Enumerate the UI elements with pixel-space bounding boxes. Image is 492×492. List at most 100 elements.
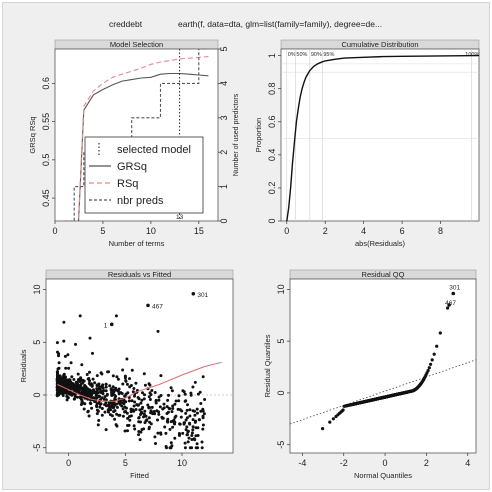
point [137, 416, 141, 419]
point-label: 467 [152, 303, 163, 310]
point [139, 410, 143, 414]
point [114, 314, 118, 318]
point [109, 388, 113, 392]
labeled-point [447, 303, 451, 307]
point [170, 389, 174, 393]
legend-entry: selected model [117, 144, 191, 156]
point [62, 339, 66, 343]
point [188, 414, 192, 418]
point [150, 389, 154, 392]
y-tick-label: 0.5 [41, 154, 51, 167]
point [196, 434, 200, 437]
point [141, 405, 145, 409]
point [57, 354, 60, 358]
point [91, 377, 95, 381]
point [141, 391, 144, 395]
point [170, 444, 174, 448]
point [111, 385, 115, 389]
point [128, 418, 132, 422]
point [123, 376, 127, 380]
point [142, 372, 146, 376]
point [79, 382, 83, 386]
smooth-line [57, 361, 222, 402]
point [131, 390, 135, 394]
point [80, 401, 84, 405]
plot-area [289, 278, 477, 454]
plot-clip-group [64, 49, 209, 221]
point [112, 401, 116, 405]
point [89, 402, 93, 406]
point [96, 423, 100, 427]
point [188, 421, 191, 425]
point [97, 419, 101, 422]
figure-title-left: creddebt [109, 19, 143, 29]
point [184, 411, 188, 415]
point [62, 320, 66, 324]
point [100, 407, 104, 410]
y-tick-label: 10 [276, 284, 286, 294]
point [140, 398, 144, 402]
point [189, 391, 193, 395]
point-label: 301 [197, 292, 208, 299]
point [156, 431, 160, 435]
point [89, 382, 93, 386]
residual-qq-panel: Residual QQ -4 -2 0 2 4 -5 0 5 10 Normal Quantiles… [263, 269, 477, 480]
point [186, 429, 190, 433]
point [115, 375, 119, 379]
point [181, 389, 185, 393]
point [74, 342, 77, 346]
point [195, 407, 199, 411]
point [132, 404, 136, 408]
point [134, 408, 138, 411]
point [191, 385, 195, 389]
point [159, 394, 163, 397]
point [190, 438, 194, 441]
point [171, 407, 175, 410]
x-tick-label: 10 [146, 226, 156, 236]
point [95, 374, 99, 378]
point [121, 368, 125, 372]
point [147, 427, 151, 431]
x-tick-label: 0 [66, 458, 71, 468]
point [158, 405, 162, 409]
point [72, 388, 76, 392]
point [201, 407, 205, 411]
point [57, 361, 61, 365]
point [185, 416, 189, 420]
point [191, 425, 195, 429]
point [112, 410, 116, 413]
labeled-point [451, 291, 456, 296]
point [61, 389, 65, 393]
point-label: 1 [104, 322, 108, 329]
point [138, 408, 142, 412]
point [83, 402, 87, 406]
point [116, 377, 120, 381]
point [174, 399, 178, 403]
point [183, 441, 187, 445]
point [105, 393, 109, 397]
point [87, 377, 91, 380]
point [166, 398, 170, 402]
point [100, 396, 104, 400]
point [129, 410, 133, 414]
point [112, 404, 116, 408]
x-axis-label: Fitted [130, 471, 149, 480]
y-tick-label: 5 [32, 340, 42, 345]
point [167, 406, 171, 410]
point [114, 423, 118, 427]
point [201, 416, 205, 420]
point [124, 392, 128, 396]
point [69, 361, 73, 365]
point [147, 416, 151, 420]
point [194, 419, 198, 423]
point [154, 401, 158, 405]
legend-entry: GRSq [117, 161, 147, 173]
point [78, 314, 82, 318]
point [126, 429, 129, 433]
y-tick-label: 0.6 [41, 77, 51, 90]
point [178, 408, 182, 412]
point [103, 410, 107, 414]
figure-title-right: earth(f, data=dta, glm=list(family=famil… [178, 19, 382, 29]
point [56, 375, 60, 379]
point [98, 394, 101, 398]
